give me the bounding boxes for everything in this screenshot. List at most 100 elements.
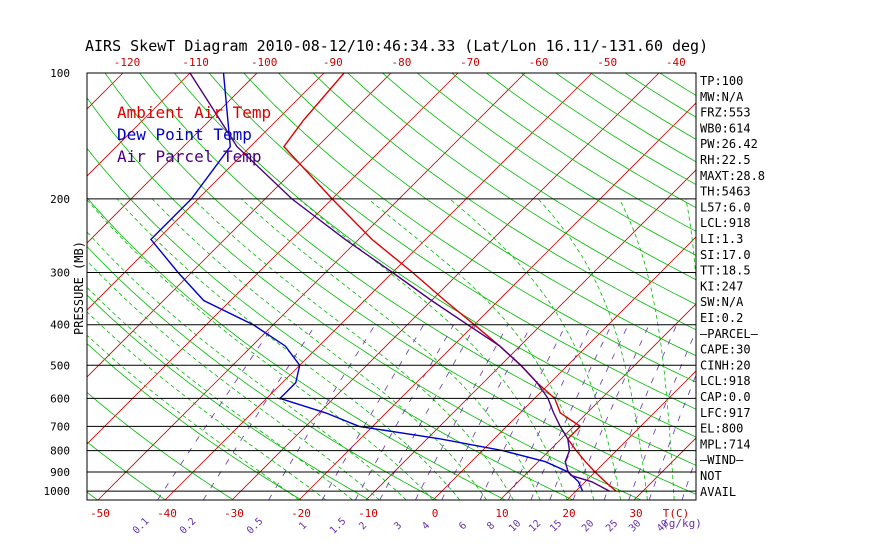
mixing-ratio-line	[572, 324, 650, 500]
moist-adiabat-line	[87, 199, 434, 500]
moist-adiabat-line	[87, 286, 353, 500]
dry-adiabat-line	[87, 97, 642, 500]
pressure-tick-label: 800	[50, 445, 70, 458]
bottom-temp-tick: -30	[224, 507, 244, 520]
legend: Ambient Air Temp Dew Point Temp Air Parcel…	[117, 103, 271, 166]
dry-adiabat-line	[347, 73, 696, 305]
dry-adiabat-line	[0, 73, 30, 500]
mixing-ratio-label: 20	[580, 518, 596, 534]
pressure-tick-label: 400	[50, 319, 70, 332]
stat-item: PW:26.42	[700, 137, 758, 151]
dry-adiabat-line	[486, 73, 696, 209]
dry-adiabat-line	[87, 441, 166, 500]
isotherm-line	[566, 370, 696, 500]
moist-adiabat-line	[449, 198, 621, 500]
mixing-ratio-label: 0.1	[131, 516, 152, 537]
top-temp-tick: -120	[114, 56, 141, 69]
dew-point-line	[149, 73, 584, 492]
isotherm-line	[87, 73, 191, 177]
isotherm-line	[87, 73, 392, 378]
mixing-ratio-line	[507, 324, 592, 500]
stat-item: EI:0.2	[700, 311, 743, 325]
stat-item: MW:N/A	[700, 90, 744, 104]
dry-adiabat-line	[87, 197, 506, 500]
stat-item: CINH:20	[700, 358, 751, 372]
stat-item: LI:1.3	[700, 232, 743, 246]
bottom-temp-tick: -50	[90, 507, 110, 520]
mixing-ratio-line	[628, 329, 696, 500]
stat-item: MPL:714	[700, 437, 751, 451]
moist-adiabat-line	[152, 198, 487, 500]
mixing-ratio-line	[549, 324, 629, 500]
axes	[86, 72, 697, 501]
dry-adiabat-line	[382, 73, 696, 281]
dry-adiabat-line	[243, 73, 696, 383]
isotherm-line	[365, 169, 696, 500]
stat-item: WB0:614	[700, 121, 751, 135]
bottom-temp-tick: 10	[495, 507, 508, 520]
dry-adiabat-line	[104, 73, 696, 495]
dry-adiabat-line	[416, 73, 696, 256]
dry-adiabat-line	[87, 391, 234, 500]
stat-item: RH:22.5	[700, 153, 751, 167]
bottom-temp-tick: -40	[157, 507, 177, 520]
isotherm-line	[499, 303, 696, 500]
mixing-ratio-label: 2	[357, 520, 369, 532]
moist-adiabat-line	[241, 198, 541, 500]
mixing-ratio-label: 1.5	[328, 516, 349, 537]
pressure-tick-label: 300	[50, 267, 70, 280]
bottom-temp-tick: -10	[358, 507, 378, 520]
top-temp-tick: -50	[597, 56, 617, 69]
isotherm-line	[432, 236, 696, 500]
bottom-temp-tick: 0	[432, 507, 439, 520]
stat-item: —PARCEL—	[700, 327, 759, 341]
dry-adiabat-line	[87, 147, 574, 500]
stat-item: TH:5463	[700, 185, 751, 199]
top-temp-tick: -70	[460, 56, 480, 69]
dry-adiabat-line	[87, 343, 302, 500]
bottom-temp-tick: 20	[562, 507, 575, 520]
stat-item: L57:6.0	[700, 200, 751, 214]
mixing-ratio-label: 10	[507, 518, 523, 534]
mixing-ratio-label: 0.2	[178, 516, 199, 537]
moist-adiabat-line	[298, 198, 568, 500]
mixing-ratio-line	[648, 374, 696, 500]
mixing-ratio-line	[202, 324, 317, 500]
mixing-ratio-label: 25	[604, 518, 620, 534]
moist-adiabat-line	[367, 198, 595, 500]
moist-adiabat-line	[192, 198, 514, 500]
dry-adiabat-line	[87, 294, 370, 500]
sounding-series	[149, 73, 617, 492]
isotherm-line	[164, 73, 593, 500]
moist-adiabat-line	[619, 198, 675, 500]
stat-item: CAPE:30	[700, 343, 751, 357]
pressure-tick-label: 200	[50, 193, 70, 206]
dry-adiabat-line	[173, 73, 696, 438]
stat-item: —WIND—	[700, 453, 744, 467]
moist-adiabat-line	[87, 231, 407, 500]
mixing-ratio-line	[530, 324, 612, 500]
mixing-ratio-line	[354, 324, 455, 500]
mixing-ratio-label: 8	[485, 520, 497, 532]
mixing-ratio-line	[603, 324, 678, 500]
top-temp-tick: -60	[529, 56, 549, 69]
dry-adiabat-line	[312, 73, 696, 331]
moist-adiabat-line	[87, 334, 300, 500]
top-temp-tick: -100	[251, 56, 278, 69]
y-axis-label: PRESSURE (MB)	[72, 241, 86, 335]
mixing-ratio-unit: (g/kg)	[662, 517, 702, 530]
isotherm-line	[87, 73, 325, 311]
stat-item: LFC:917	[700, 406, 751, 420]
isotherm-line	[0, 73, 56, 500]
top-temp-tick: -80	[391, 56, 411, 69]
parcel-temp-line	[189, 73, 610, 492]
moist-adiabat-line	[87, 311, 327, 500]
stat-item: FRZ:553	[700, 106, 751, 120]
stat-item: EL:800	[700, 422, 743, 436]
stat-item: MAXT:28.8	[700, 169, 765, 183]
mixing-ratio-line	[157, 324, 275, 500]
chart-title: AIRS SkewT Diagram 2010-08-12/10:46:34.3…	[85, 37, 708, 55]
background-grid	[0, 73, 696, 500]
